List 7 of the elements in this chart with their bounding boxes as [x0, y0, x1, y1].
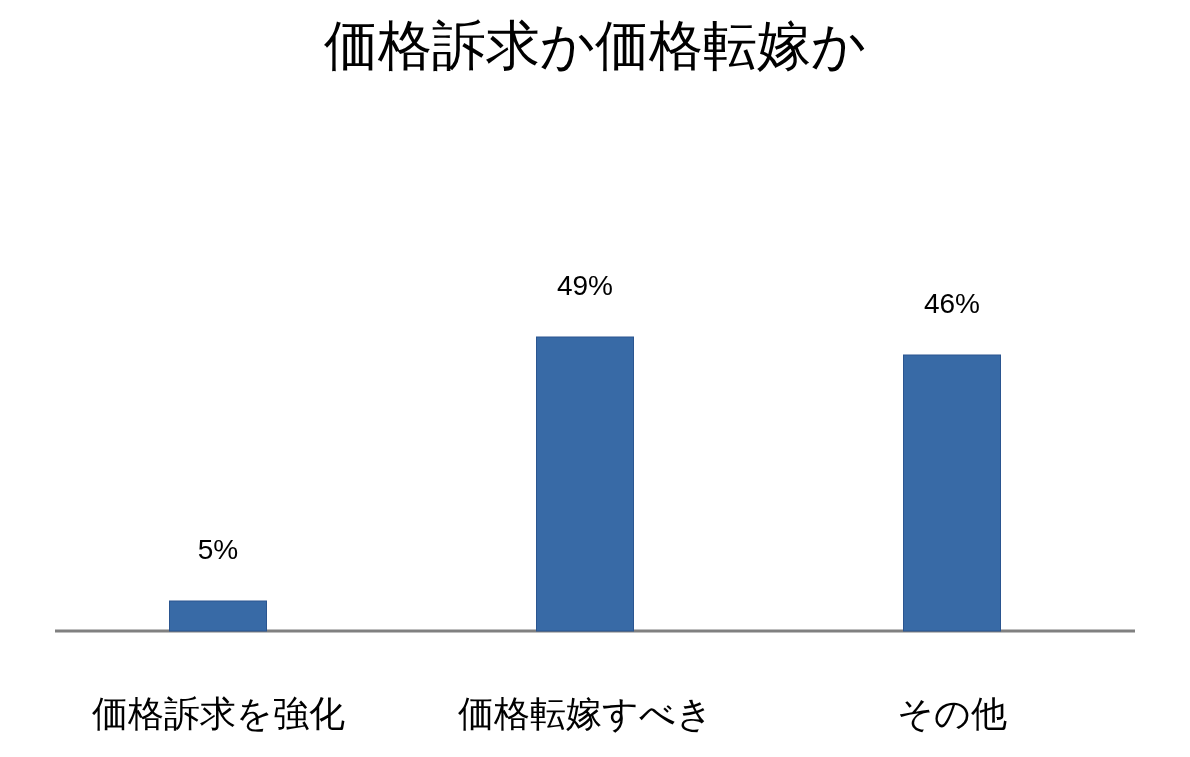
data-label: 5% [197, 534, 239, 565]
x-tick-label: 価格転嫁すべき [457, 693, 713, 734]
x-tick-label: その他 [897, 693, 1007, 734]
x-tick-label: 価格訴求を強化 [91, 693, 345, 734]
chart-title: 価格訴求か価格転嫁か [324, 15, 866, 75]
data-label: 49% [556, 270, 614, 301]
data-label: 46% [923, 288, 981, 319]
